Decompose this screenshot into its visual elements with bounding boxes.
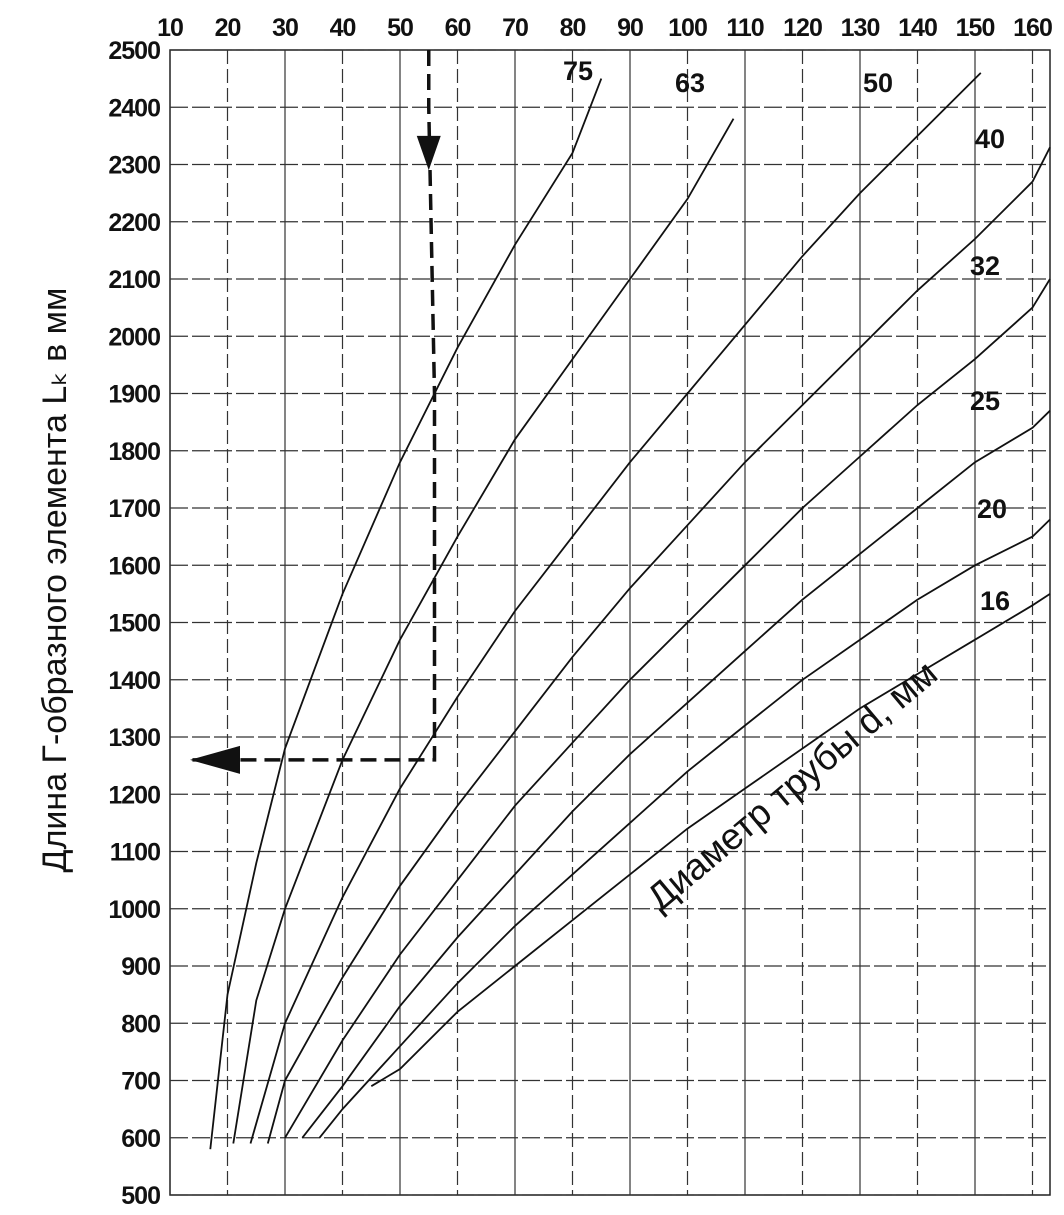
series-line-75 <box>209 78 603 1150</box>
y-tick-label: 1800 <box>108 438 160 466</box>
series-lines <box>209 72 1051 1150</box>
series-labels: 75 63 50 40 32 25 20 16 <box>563 56 1010 616</box>
series-line-40 <box>266 146 1051 1144</box>
series-line-63 <box>232 118 735 1144</box>
y-tick-label: 1500 <box>108 610 160 638</box>
y-tick-label: 1900 <box>108 381 160 409</box>
y-tick-label: 1000 <box>108 896 160 924</box>
x-tick-label: 130 <box>841 14 880 42</box>
y-tick-label: 500 <box>121 1182 160 1210</box>
series-label-20: 20 <box>977 494 1007 524</box>
y-tick-label: 900 <box>121 953 160 981</box>
series-label-50: 50 <box>863 68 893 98</box>
y-tick-label: 2100 <box>108 266 160 294</box>
x-axis-ticks: 10 20 30 40 50 60 70 80 90 100 110 120 130 140 150 160 <box>157 14 1053 42</box>
series-label-75: 75 <box>563 56 593 86</box>
y-tick-label: 1600 <box>108 552 160 580</box>
x-tick-label: 120 <box>783 14 822 42</box>
series-label-63: 63 <box>675 68 705 98</box>
example-dashed-path <box>190 50 437 762</box>
series-line-50 <box>249 72 982 1144</box>
arrow-down-icon <box>416 135 441 171</box>
x-tick-label: 60 <box>445 14 471 42</box>
x-tick-label: 160 <box>1013 14 1052 42</box>
y-tick-label: 2000 <box>108 323 160 351</box>
arrow-left-icon <box>190 745 240 774</box>
y-tick-label: 1100 <box>110 839 160 867</box>
y-axis-label: Длина Г-образного элемента Lₖ в мм <box>36 288 74 873</box>
y-axis-ticks: 2500 2400 2300 2200 2100 2000 1900 1800 1700 1600… <box>108 37 161 1210</box>
series-line-25 <box>301 410 1051 1139</box>
y-tick-label: 2200 <box>108 209 160 237</box>
x-tick-label: 20 <box>215 14 241 42</box>
x-tick-label: 10 <box>157 14 183 42</box>
x-tick-label: 70 <box>502 14 528 42</box>
y-tick-label: 2400 <box>108 94 160 122</box>
y-tick-label: 800 <box>121 1010 160 1038</box>
diameter-annotation: Диаметр трубы d, мм <box>639 652 945 918</box>
x-tick-label: 50 <box>387 14 413 42</box>
series-label-32: 32 <box>970 251 1000 281</box>
x-tick-label: 110 <box>726 14 763 42</box>
example-path <box>190 50 441 774</box>
series-label-40: 40 <box>975 124 1005 154</box>
y-tick-label: 1300 <box>108 724 160 752</box>
x-tick-label: 150 <box>956 14 995 42</box>
y-tick-label: 600 <box>121 1125 160 1153</box>
y-tick-label: 700 <box>121 1068 160 1096</box>
y-tick-label: 2300 <box>108 152 160 180</box>
x-tick-label: 100 <box>668 14 707 42</box>
y-tick-label: 1400 <box>108 667 160 695</box>
x-tick-label: 140 <box>898 14 937 42</box>
x-tick-label: 80 <box>560 14 586 42</box>
x-tick-label: 90 <box>617 14 643 42</box>
series-label-16: 16 <box>980 586 1010 616</box>
x-tick-label: 40 <box>330 14 356 42</box>
series-line-16 <box>370 593 1051 1087</box>
x-tick-label: 30 <box>272 14 298 42</box>
y-tick-label: 1700 <box>108 495 160 523</box>
series-label-25: 25 <box>970 386 1000 416</box>
series-line-20 <box>318 518 1051 1139</box>
series-line-32 <box>284 278 1051 1139</box>
y-tick-label: 1200 <box>108 781 160 809</box>
grid <box>169 49 1051 1196</box>
y-tick-label: 2500 <box>108 37 160 65</box>
